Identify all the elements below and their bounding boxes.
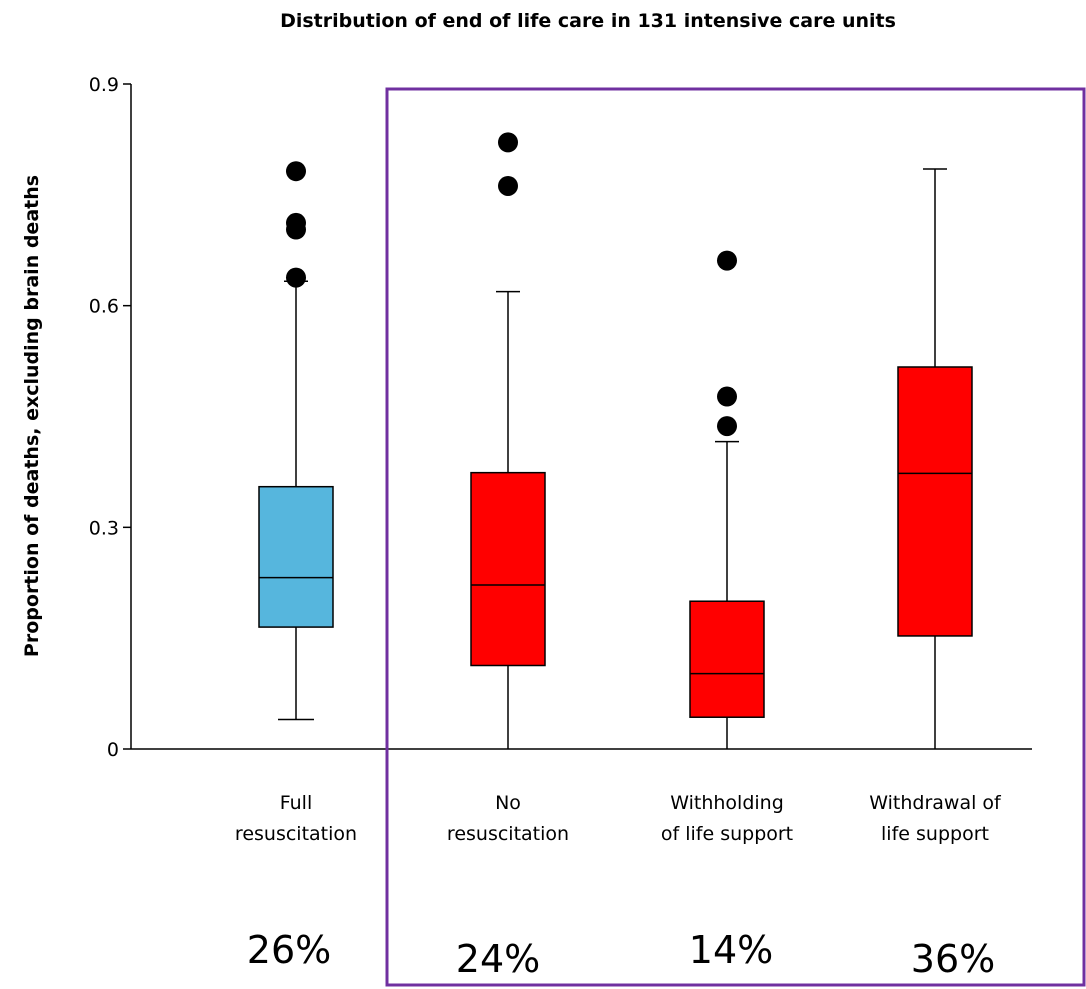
- outlier-point: [717, 386, 737, 407]
- percent-label: 14%: [689, 928, 773, 972]
- outlier-point: [717, 250, 737, 271]
- box-group: [258, 161, 334, 721]
- outlier-point: [286, 161, 306, 182]
- category-label: resuscitation: [235, 823, 357, 845]
- y-tick-label: 0.9: [89, 74, 119, 96]
- highlight-frame: [385, 87, 1086, 987]
- chart-marks: [258, 132, 973, 749]
- box: [897, 366, 973, 637]
- category-label: Full: [280, 792, 313, 814]
- percent-label: 36%: [911, 937, 995, 981]
- box-group: [470, 132, 546, 749]
- outlier-point: [286, 219, 306, 240]
- box: [470, 471, 546, 667]
- box: [258, 485, 334, 628]
- y-tick-label: 0: [107, 739, 119, 761]
- category-label: resuscitation: [447, 823, 569, 845]
- y-tick-label: 0.6: [89, 296, 119, 318]
- outlier-point: [498, 132, 518, 153]
- y-tick-label: 0.3: [89, 517, 119, 539]
- chart-title: Distribution of end of life care in 131 …: [280, 10, 896, 32]
- box-group: [689, 250, 765, 749]
- category-labels: Full resuscitation 26% No resuscitation 24% Wi…: [235, 792, 1002, 981]
- axes: 0 0.3 0.6 0.9: [89, 74, 1032, 761]
- percent-label: 24%: [456, 937, 540, 981]
- y-axis-label: Proportion of deaths, excluding brain de…: [21, 175, 43, 657]
- category-label: Withdrawal of: [869, 792, 1002, 814]
- category-label: No: [495, 792, 521, 814]
- box-group: [897, 168, 973, 749]
- outlier-point: [498, 175, 518, 196]
- category-label: Withholding: [670, 792, 784, 814]
- percent-label: 26%: [247, 928, 331, 972]
- outlier-point: [717, 416, 737, 437]
- outlier-point: [286, 267, 306, 288]
- box: [689, 600, 765, 718]
- category-label: of life support: [661, 823, 793, 845]
- category-label: life support: [881, 823, 989, 845]
